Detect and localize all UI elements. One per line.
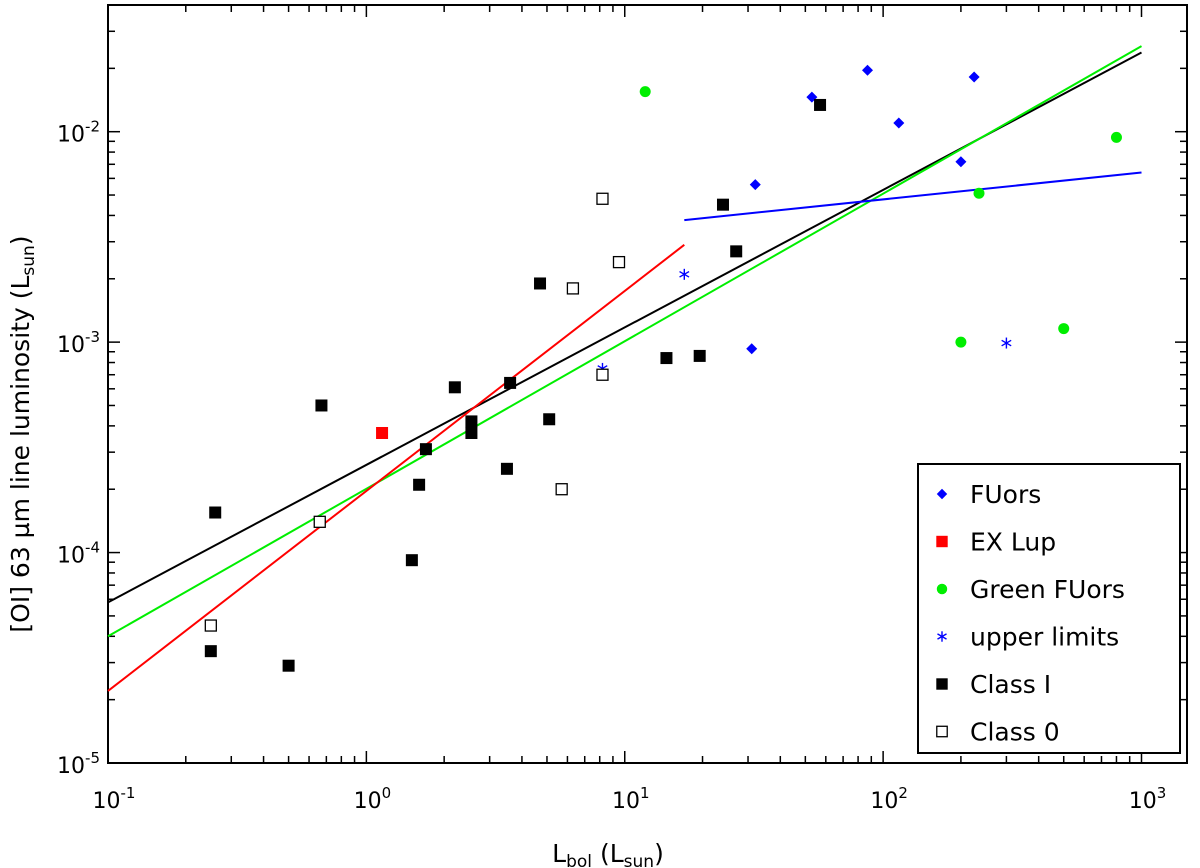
data-points: [204, 64, 1122, 672]
class-i-point: [405, 554, 418, 567]
class-i-point: [504, 376, 517, 389]
y-tick-label: 10-4: [57, 539, 100, 569]
legend-label-green-fuors: Green FUors: [970, 575, 1125, 604]
tick-labels: 10-1 100 101 102 103 10-5 10-4 10-3 10-2: [57, 118, 1166, 814]
class-i-point: [534, 277, 547, 290]
class-0-point: [596, 192, 609, 205]
x-tick-label: 100: [354, 784, 392, 814]
fuors-point: [955, 156, 967, 168]
legend-marker-fuors: [936, 488, 948, 500]
y-tick-label: 10-3: [57, 328, 100, 358]
class-i-point: [716, 198, 729, 211]
class-i-point: [209, 506, 222, 519]
legend-marker-upper-limits: [937, 631, 947, 642]
class-i-point: [730, 245, 743, 258]
class-i-point: [660, 352, 673, 365]
fit-red-line: [107, 244, 685, 692]
x-tick-label: 101: [612, 784, 650, 814]
asterisk-stroke: [1001, 339, 1012, 347]
fit-lines: [107, 45, 1142, 692]
class-i-point: [315, 399, 328, 412]
x-tick-label: 103: [1129, 784, 1167, 814]
fit-blue-line: [684, 171, 1142, 222]
legend-marker-green-fuors: [936, 583, 948, 595]
green-fuors-point: [1110, 131, 1122, 143]
class-i-point: [413, 478, 426, 491]
upper-limits-point: [1001, 337, 1012, 349]
legend-box: [917, 463, 1181, 754]
fuors-point: [746, 343, 758, 355]
upper-limits-point: [679, 268, 690, 280]
fuors-point: [968, 71, 980, 83]
legend-marker-class-i: [936, 678, 948, 690]
asterisk-stroke: [679, 270, 690, 278]
class-i-point: [814, 98, 827, 111]
fuors-point: [893, 117, 905, 129]
asterisk-stroke: [937, 633, 947, 640]
fuors-point: [749, 179, 761, 191]
legend-label-class-0: Class 0: [970, 718, 1060, 747]
class-i-point: [282, 659, 295, 672]
ex-lup-point: [376, 426, 389, 439]
class-0-point: [313, 515, 326, 528]
class-0-point: [612, 255, 626, 269]
green-fuors-point: [973, 187, 985, 199]
class-0-point: [596, 368, 609, 381]
legend-label-class-i: Class I: [970, 670, 1051, 699]
legend-label-ex-lup: EX Lup: [970, 528, 1056, 557]
class-i-point: [543, 413, 556, 426]
legend-label-upper-limits: upper limits: [970, 623, 1119, 652]
fuors-point: [862, 64, 873, 76]
x-axis-label: Lbol (Lsun): [552, 839, 664, 868]
legend-marker-ex-lup: [936, 535, 948, 548]
green-fuors-point: [1058, 323, 1070, 335]
green-fuors-point: [955, 336, 967, 348]
fit-green-line: [107, 45, 1142, 638]
class-i-point: [204, 645, 217, 658]
legend-label-fuors: FUors: [970, 480, 1041, 509]
x-tick-label: 102: [870, 784, 908, 814]
y-tick-label: 10-2: [57, 118, 100, 148]
class-i-point: [448, 381, 461, 394]
class-i-point: [465, 415, 478, 428]
green-fuors-point: [639, 86, 651, 98]
class-0-point: [555, 483, 568, 496]
axes-frame: [107, 4, 1188, 764]
class-i-point: [500, 462, 513, 475]
class-0-point: [204, 619, 217, 632]
class-i-point: [465, 426, 478, 439]
class-i-point: [419, 443, 432, 456]
legend-marker-class-0: [936, 725, 948, 738]
y-tick-label: 10-5: [57, 749, 100, 779]
legend: FUors EX Lup Green FUors upper limits Class …: [917, 463, 1181, 754]
y-axis-label: [OI] 63 µm line luminosity (Lsun): [6, 235, 39, 632]
class-0-point: [566, 282, 580, 295]
plot-frame: [107, 4, 1188, 764]
x-tick-label: 10-1: [93, 784, 136, 814]
class-i-point: [693, 349, 706, 362]
